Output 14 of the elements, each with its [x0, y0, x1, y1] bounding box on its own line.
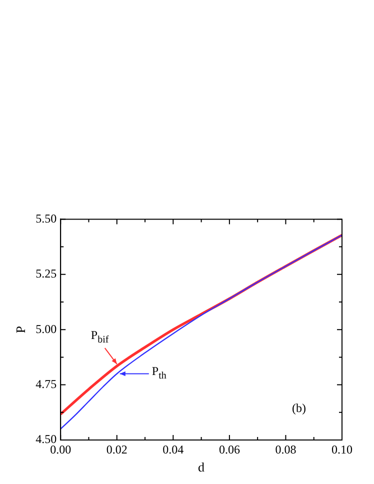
y-tick-label: 4.75: [36, 376, 57, 391]
y-tick-label: 5.50: [36, 211, 57, 226]
y-tick-label: 5.25: [36, 266, 57, 281]
x-tick-label: 0.08: [275, 442, 296, 456]
y-tick-label: 5.00: [36, 322, 57, 336]
x-axis-title: d: [198, 460, 206, 475]
x-tick-label: 0.04: [162, 442, 184, 456]
y-axis-title: P: [13, 326, 28, 334]
x-tick-label: 0.02: [106, 442, 128, 456]
x-tick-label: 0.06: [218, 442, 240, 456]
x-tick-label: 0.10: [332, 442, 352, 456]
series-label: P$_{bif}$: [90, 328, 109, 348]
legend-label: P$_{th}$: [152, 364, 166, 384]
annotation: (b): [292, 401, 306, 415]
